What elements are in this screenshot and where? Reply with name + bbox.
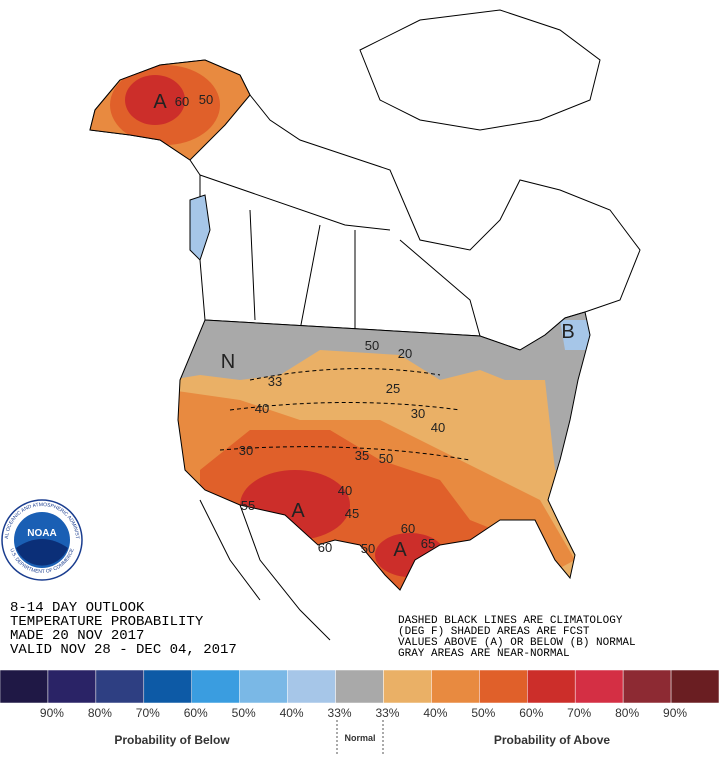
map-label: 55 [241, 498, 255, 513]
map-label: 65 [421, 536, 435, 551]
legend-swatch [431, 669, 480, 704]
legend-swatch [0, 669, 49, 704]
outlook-line: TEMPERATURE PROBABILITY [10, 614, 204, 630]
legend-label: 70% [567, 706, 591, 720]
legend-above: Probability of Above [494, 733, 611, 747]
legend-swatch [335, 669, 384, 704]
legend-swatch [191, 669, 240, 704]
legend-swatch [670, 669, 719, 704]
legend-swatch [527, 669, 576, 704]
outlook-line: VALID NOV 28 - DEC 04, 2017 [10, 642, 237, 658]
legend-swatch [287, 669, 336, 704]
legend-label: 40% [423, 706, 447, 720]
legend-label: 50% [471, 706, 495, 720]
legend-label: 60% [519, 706, 543, 720]
note: GRAY AREAS ARE NEAR-NORMAL [398, 648, 570, 660]
map-label: A [153, 91, 167, 113]
alaska-border [89, 59, 251, 161]
area-below-33 [560, 320, 590, 350]
area-60 [125, 75, 185, 125]
map-label: 40 [255, 401, 269, 416]
map-label: 60 [318, 540, 332, 555]
area-normal [178, 312, 590, 480]
legend-label: 50% [232, 706, 256, 720]
note: (DEG F) SHADED AREAS ARE FCST [398, 626, 590, 638]
legend-swatch [383, 669, 432, 704]
logo-ring-top: NATIONAL OCEANIC AND ATMOSPHERIC ADMINIS… [0, 0, 80, 539]
map-label: 45 [345, 506, 359, 521]
map-label: A [393, 539, 407, 561]
legend-swatch [47, 669, 97, 704]
logo-ring-top-text: NATIONAL OCEANIC AND ATMOSPHERIC ADMINIS… [0, 0, 80, 539]
outlook-line: 8-14 DAY OUTLOOK [10, 600, 145, 616]
legend-label: 90% [663, 706, 687, 720]
legend-label: 33% [375, 706, 399, 720]
map-label: 40 [431, 420, 445, 435]
map-label: A [291, 500, 305, 522]
area-below-33 [189, 194, 211, 261]
map-label: N [221, 351, 235, 373]
note: VALUES ABOVE (A) OR BELOW (B) NORMAL [398, 637, 636, 649]
legend-label: 70% [136, 706, 160, 720]
map-label: 20 [398, 346, 412, 361]
logo-name: NOAA [27, 528, 56, 539]
map-label: 40 [338, 483, 352, 498]
map-labels: A 60 50 50 N 33 40 30 25 20 30 40 35 50 55 40 A 45 60 60 A 65… [153, 91, 574, 561]
map-label: 35 [355, 448, 369, 463]
legend-label: 80% [88, 706, 112, 720]
map-label: 33 [268, 374, 282, 389]
legend-label: 33% [328, 706, 352, 720]
legend-below: Probability of Below [114, 733, 230, 747]
note: DASHED BLACK LINES ARE CLIMATOLOGY [398, 615, 623, 627]
legend: 90% 80% 70% 60% 50% 40% 33% 33% 40% 50% 60% 70% 80% 9… [0, 669, 719, 720]
map-label: 60 [175, 94, 189, 109]
map-label: 30 [239, 443, 253, 458]
outlook-line: MADE 20 NOV 2017 [10, 628, 144, 644]
legend-label: 60% [184, 706, 208, 720]
map-label: 50 [379, 451, 393, 466]
noaa-logo: NOAA NATIONAL OCEANIC AND ATMOSPHERIC AD… [0, 0, 83, 581]
us-border [177, 311, 591, 591]
climatology-contours [219, 368, 471, 461]
legend-swatch [143, 669, 192, 704]
legend-swatch [622, 669, 672, 704]
map-label: 25 [386, 381, 400, 396]
legend-swatch [479, 669, 528, 704]
legend-normal: Normal [344, 733, 375, 743]
legend-swatch [239, 669, 288, 704]
map-label: 30 [411, 406, 425, 421]
legend-label: 80% [615, 706, 639, 720]
legend-label: 40% [280, 706, 304, 720]
map-label: 50 [361, 541, 375, 556]
legend-label: 90% [40, 706, 64, 720]
map-label: 50 [365, 338, 379, 353]
notes: DASHED BLACK LINES ARE CLIMATOLOGY (DEG … [398, 615, 636, 660]
map-label: 60 [401, 521, 415, 536]
map-label: 50 [199, 92, 213, 107]
legend-swatch [574, 669, 624, 704]
legend-swatch [95, 669, 145, 704]
map-label: B [561, 321, 574, 343]
outlook-text: 8-14 DAY OUTLOOK TEMPERATURE PROBABILITY… [10, 600, 237, 658]
